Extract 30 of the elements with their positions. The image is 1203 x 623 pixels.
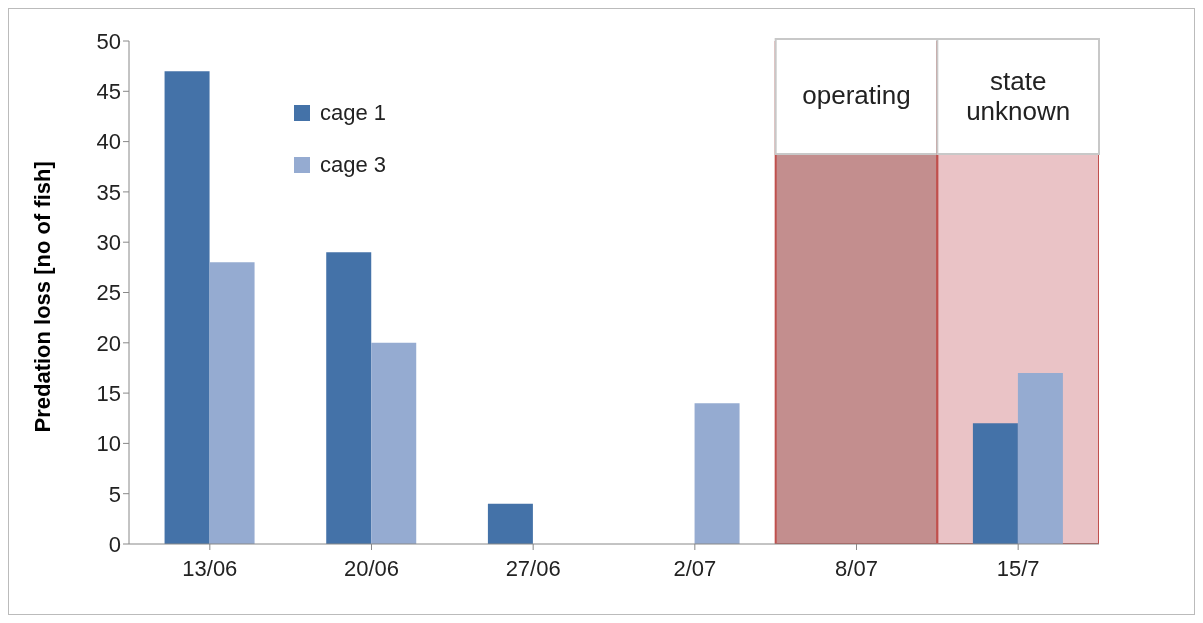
y-tick-label: 5	[108, 481, 121, 507]
x-tick-label: 20/06	[343, 555, 400, 581]
y-tick-label: 35	[96, 179, 121, 205]
x-tick-label: 13/06	[182, 555, 238, 581]
y-tick-label: 0	[108, 531, 121, 557]
band-label: operating	[802, 79, 911, 110]
bar	[487, 503, 533, 544]
bar	[164, 71, 210, 544]
legend-label: cage 3	[320, 152, 387, 178]
y-tick-label: 30	[96, 230, 121, 256]
x-tick-label: 27/06	[505, 555, 561, 581]
bar	[1017, 372, 1063, 544]
legend-label: cage 1	[320, 100, 387, 126]
bar	[326, 252, 372, 544]
y-tick-label: 45	[96, 79, 121, 105]
y-tick-label: 40	[96, 129, 121, 155]
band-label: state unknown	[966, 65, 1071, 126]
x-tick-label: 8/07	[835, 555, 878, 581]
x-tick-label: 15/7	[996, 555, 1040, 581]
bar	[209, 262, 255, 544]
bar	[371, 342, 417, 544]
bar	[972, 423, 1018, 544]
y-tick-label: 10	[96, 431, 121, 457]
x-tick-label: 2/07	[673, 555, 717, 581]
y-tick-label: 20	[96, 330, 121, 356]
y-axis-title: Predation loss [no of fish]	[29, 161, 55, 433]
y-tick-label: 50	[96, 28, 121, 54]
y-tick-label: 15	[96, 380, 121, 406]
y-tick-label: 25	[96, 280, 121, 306]
bar	[694, 403, 740, 544]
